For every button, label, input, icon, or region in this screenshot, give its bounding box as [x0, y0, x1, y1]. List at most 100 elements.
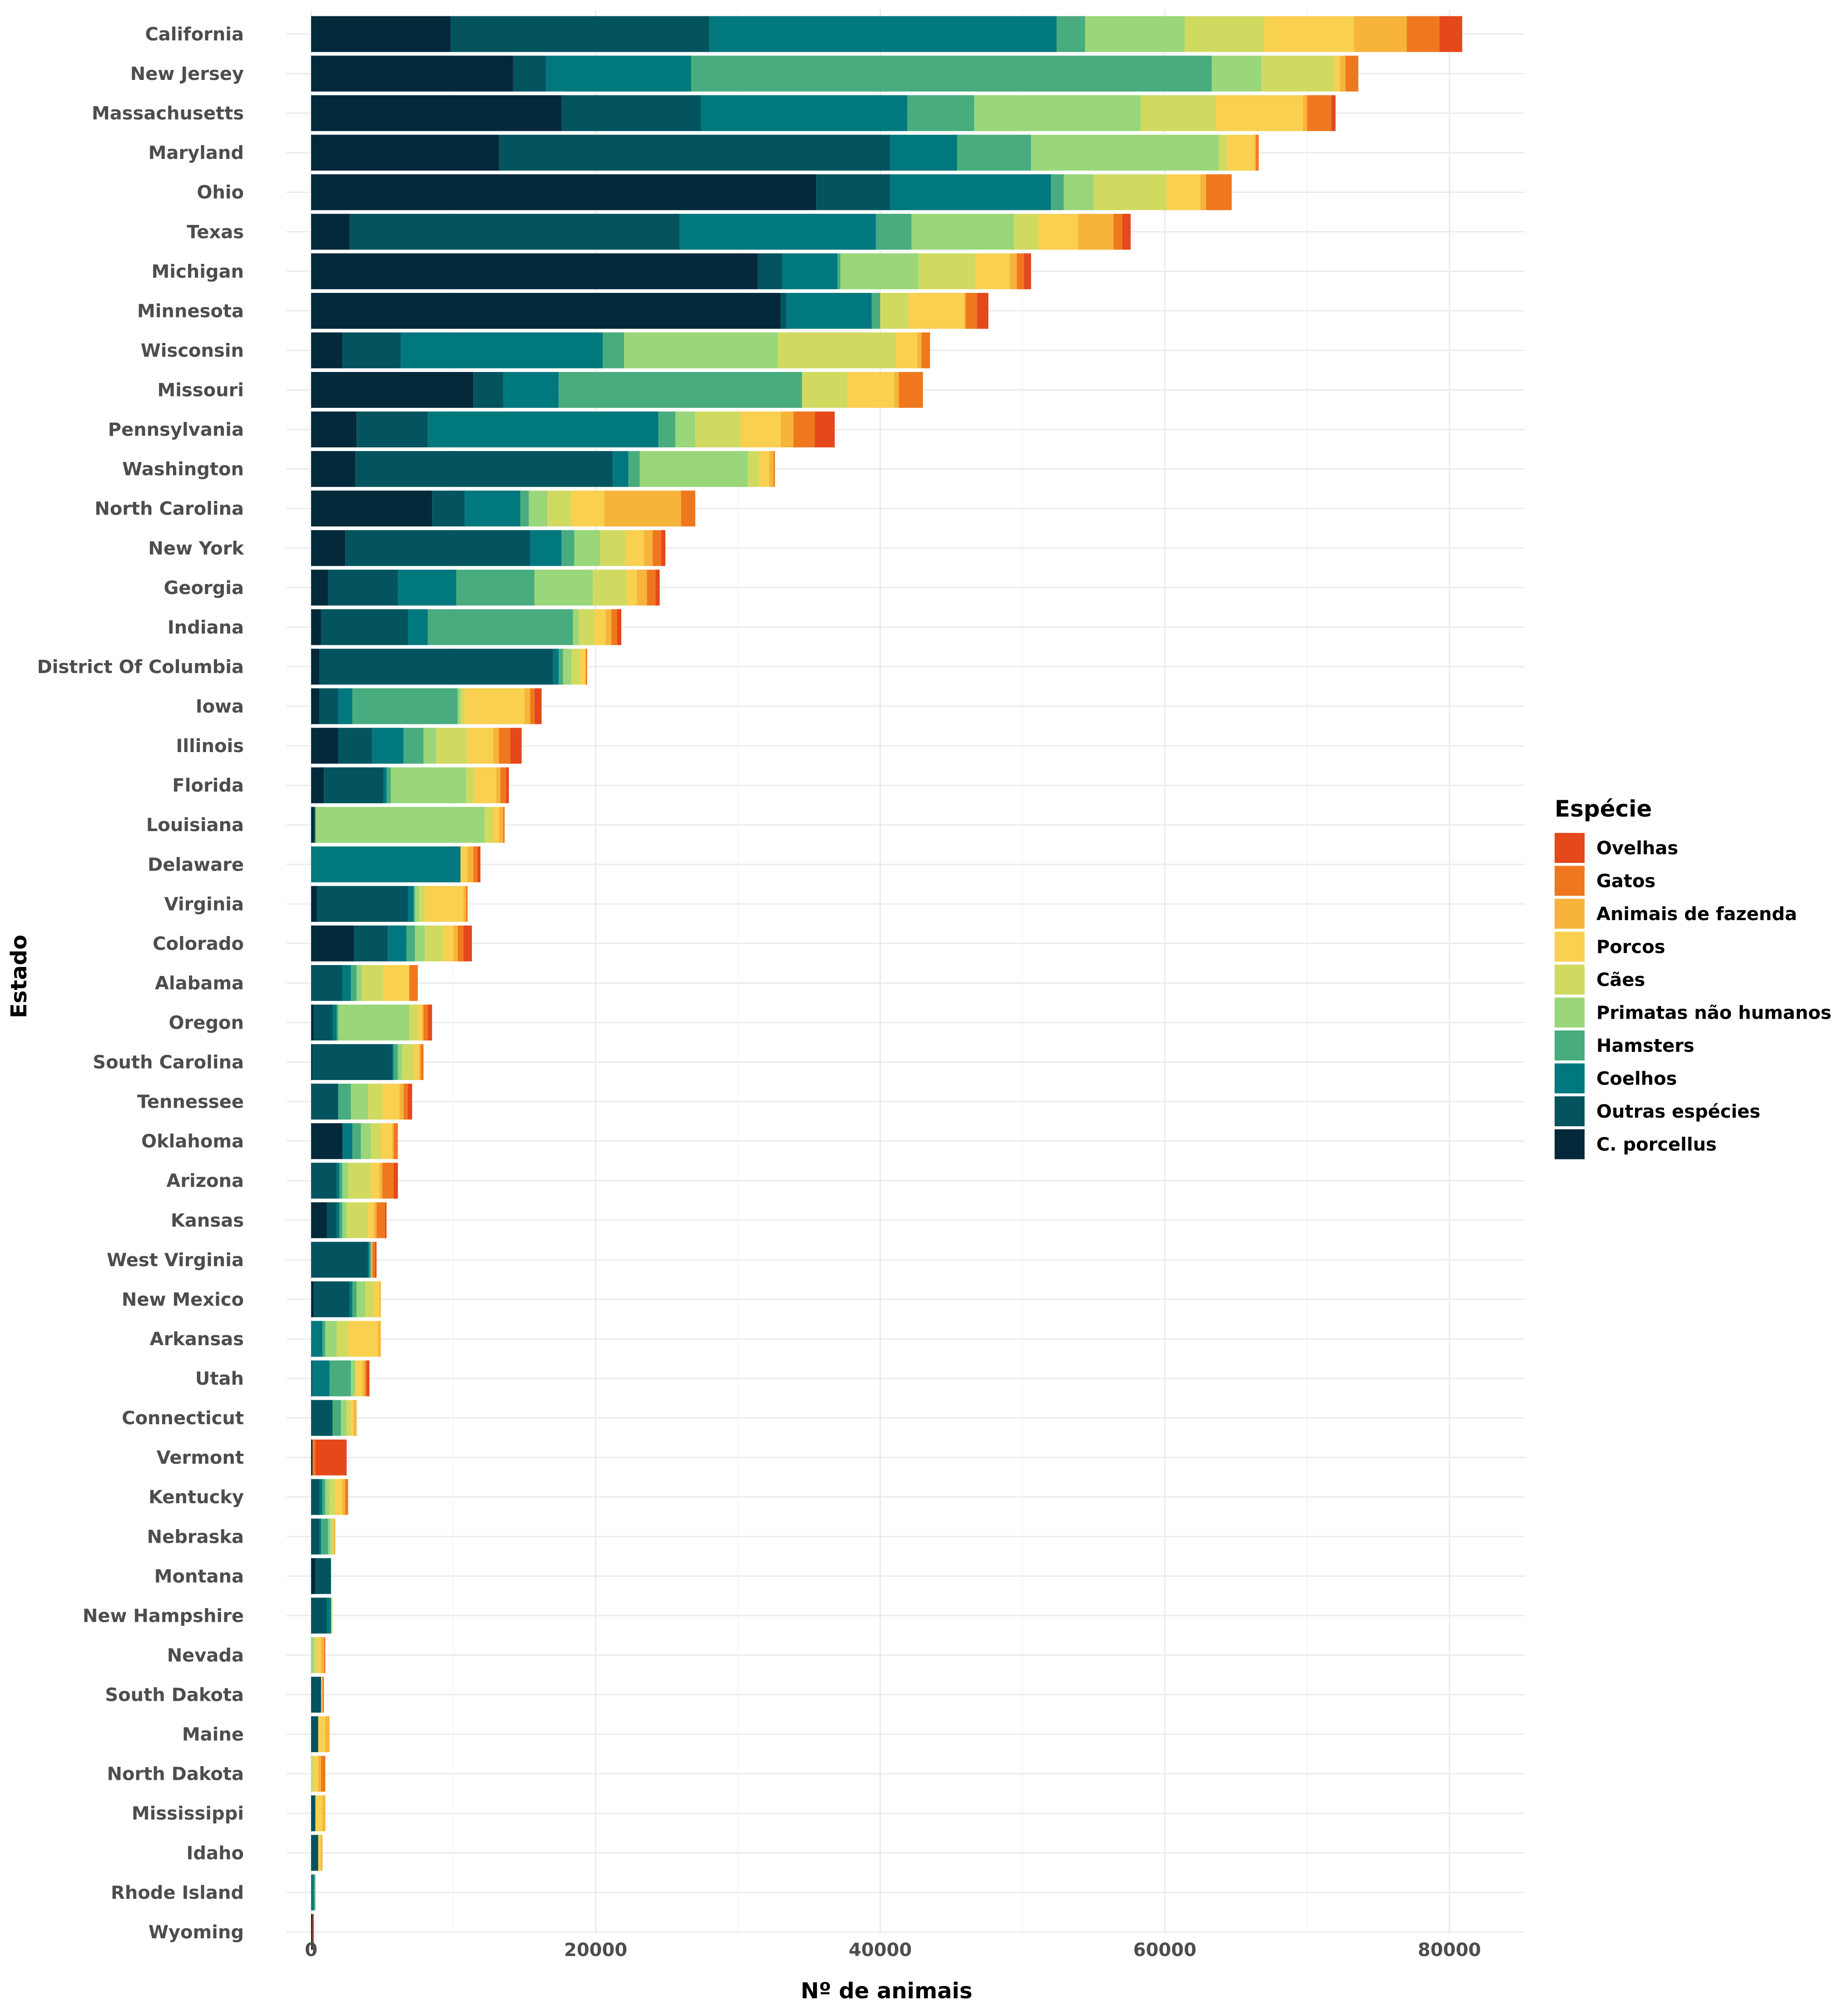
- bar-segment: North Dakota — Animais de fazenda: 200: [318, 1756, 321, 1792]
- bar-segment: California — Gatos: 2300: [1407, 16, 1440, 52]
- bar-segment: Texas — Gatos: 600: [1113, 213, 1122, 250]
- bar-segment: California — Animais de fazenda: 3700: [1354, 16, 1407, 52]
- bar-segment: Alabama — Porcos: 1800: [383, 965, 410, 1001]
- bar-segment: Montana — C. porcellus: 300: [311, 1558, 316, 1594]
- bar-segment: Nebraska — Hamsters: 500: [321, 1518, 328, 1555]
- state-label: California: [145, 24, 244, 45]
- bar-segment: Delaware — Coelhos: 10500: [311, 846, 461, 882]
- bar-segment: Connecticut — Outras espécies: 1500: [311, 1400, 332, 1436]
- bar-segment: Illinois — C. porcellus: 1900: [311, 728, 338, 764]
- bar-segment: Ohio — Coelhos: 11300: [890, 174, 1051, 210]
- bar-segment: Washington — Outras espécies: 18100: [355, 451, 613, 487]
- bar-segment: Michigan — Coelhos: 3900: [782, 253, 838, 289]
- bar-segment: Virginia — Animais de fazenda: 200: [463, 886, 466, 922]
- bar-segment: California — C. porcellus: 9800: [311, 16, 451, 52]
- bar-segment: Nebraska — Animais de fazenda: 100: [334, 1518, 336, 1555]
- bar-segment: Arkansas — Hamsters: 200: [322, 1321, 326, 1357]
- bar-segment: Ohio — Gatos: 1800: [1206, 174, 1232, 210]
- bar-segment: Missouri — Hamsters: 17100: [559, 372, 802, 408]
- bar-segment: Michigan — Porcos: 2400: [976, 253, 1010, 289]
- bar-segment: North Carolina — Porcos: 2300: [571, 490, 604, 527]
- bar-segment: Oregon — Coelhos: 300: [332, 1005, 337, 1040]
- bar-segment: West Virginia — Animais de fazenda: 100: [371, 1242, 372, 1278]
- state-label: Alabama: [155, 973, 244, 994]
- bar-segment: Virginia — C. porcellus: 400: [311, 886, 317, 922]
- bar-segment: Virginia — Porcos: 2700: [425, 886, 464, 922]
- x-tick-label: 0: [305, 1940, 317, 1961]
- bar-segment: Illinois — Outras espécies: 2400: [338, 728, 372, 764]
- bar-segment: Michigan — Ovelhas: 500: [1024, 253, 1031, 289]
- bar-segment: New Mexico — Hamsters: 300: [352, 1281, 357, 1318]
- bar-segment: Utah — Outras espécies: 100: [311, 1360, 313, 1397]
- bar-segment: Maryland — C. porcellus: 13200: [311, 134, 499, 171]
- y-axis-tick-labels: California New Jersey Massachusetts Marylan…: [37, 24, 245, 1943]
- bar-segment: Oregon — Porcos: 300: [417, 1005, 422, 1040]
- minor-gridlines: [453, 10, 1308, 1934]
- bar-segment: Arizona — Hamsters: 200: [339, 1163, 342, 1199]
- bar-segment: Vermont — Ovelhas: 2200: [315, 1439, 347, 1476]
- bar-segment: South Carolina — C. porcellus: 100: [311, 1044, 313, 1080]
- bar-segment: South Dakota — Outras espécies: 700: [311, 1677, 321, 1713]
- bar-segment: Florida — Hamsters: 300: [386, 767, 391, 803]
- bar-segment: New Mexico — C. porcellus: 200: [311, 1281, 314, 1318]
- legend-swatch: [1555, 899, 1585, 929]
- bar-segment: Wisconsin — Gatos: 600: [922, 332, 930, 368]
- bar-segment: Kentucky — Hamsters: 200: [322, 1479, 326, 1515]
- bar-segment: Maryland — Gatos: 200: [1256, 134, 1259, 171]
- bar-segment: New Mexico — Outras espécies: 2500: [314, 1281, 350, 1318]
- bar-segment: Tennessee — Animais de fazenda: 300: [399, 1084, 404, 1120]
- bar-segment: Tennessee — Cães: 1000: [368, 1084, 382, 1120]
- bar-segment: Virginia — Primatas não humanos: 300: [415, 886, 420, 922]
- bar-segment: Oregon — Outras espécies: 1300: [314, 1005, 332, 1040]
- bar-segment: New York — C. porcellus: 2400: [311, 530, 346, 566]
- state-label: Washington: [122, 459, 244, 480]
- bar-segment: Virginia — Outras espécies: 6400: [317, 886, 408, 922]
- bar-segment: Colorado — Hamsters: 600: [406, 925, 415, 961]
- state-label: Idaho: [187, 1843, 244, 1864]
- bar-segment: Kentucky — Outras espécies: 600: [311, 1479, 320, 1515]
- bar-segment: Michigan — Outras espécies: 1700: [758, 253, 782, 289]
- bar-segment: Iowa — Hamsters: 7400: [352, 688, 458, 724]
- state-label: Michigan: [151, 261, 244, 282]
- bar-segment: Oklahoma — Animais de fazenda: 100: [392, 1123, 394, 1159]
- bar-segment: Washington — Porcos: 700: [759, 451, 769, 487]
- bar-segment: District Of Columbia — Gatos: 100: [585, 649, 587, 685]
- bar-segment: New York — Coelhos: 2200: [530, 530, 562, 566]
- bar-segment: Alabama — Hamsters: 400: [351, 965, 357, 1001]
- bar-segment: New Mexico — Primatas não humanos: 600: [357, 1281, 366, 1318]
- bar-segment: Colorado — Porcos: 700: [443, 925, 454, 961]
- bar-segment: Utah — Porcos: 500: [355, 1360, 362, 1397]
- bar-segment: Colorado — Ovelhas: 600: [463, 925, 472, 961]
- bar-segment: Kentucky — Primatas não humanos: 300: [325, 1479, 330, 1515]
- bar-segment: Nebraska — Coelhos: 100: [319, 1518, 321, 1555]
- state-label: Maine: [182, 1724, 244, 1745]
- bar-segment: Arkansas — Cães: 800: [337, 1321, 348, 1357]
- state-label: Maryland: [149, 143, 244, 163]
- bar-segment: Washington — Animais de fazenda: 300: [769, 451, 774, 487]
- bar-segment: Kansas — Animais de fazenda: 200: [373, 1202, 377, 1238]
- bars: California — C. porcellus: 9800 Californi…: [311, 16, 1462, 1950]
- bar-segment: Michigan — Gatos: 500: [1016, 253, 1024, 289]
- bar-segment: Mississippi — Outras espécies: 300: [311, 1795, 316, 1832]
- bar-segment: California — Hamsters: 2000: [1056, 16, 1085, 52]
- bar-segment: Arizona — Animais de fazenda: 200: [379, 1163, 382, 1199]
- bar-segment: Maryland — Cães: 600: [1219, 134, 1228, 171]
- state-label: Oklahoma: [141, 1131, 244, 1152]
- y-axis-title: Estado: [6, 935, 32, 1018]
- bar-segment: Wisconsin — Outras espécies: 4100: [342, 332, 401, 368]
- bar-segment: Delaware — Animais de fazenda: 400: [467, 846, 474, 882]
- state-label: Arkansas: [150, 1329, 244, 1350]
- bar-segment: Nevada — Animais de fazenda: 200: [321, 1637, 324, 1673]
- bar-segment: New Jersey — C. porcellus: 14200: [311, 55, 513, 92]
- bar-segment: North Dakota — Gatos: 300: [321, 1756, 326, 1792]
- state-label: Louisiana: [146, 815, 244, 836]
- bar-segment: Connecticut — Primatas não humanos: 400: [341, 1400, 347, 1436]
- bar-segment: Pennsylvania — Outras espécies: 5000: [357, 411, 428, 448]
- bar-segment: Tennessee — Ovelhas: 300: [408, 1084, 412, 1120]
- bar-segment: Georgia — C. porcellus: 1200: [311, 570, 328, 606]
- bar-segment: South Carolina — Cães: 800: [402, 1044, 414, 1080]
- bar-segment: Louisiana — Porcos: 400: [493, 807, 499, 843]
- bar-segment: New Jersey — Outras espécies: 2300: [513, 55, 546, 92]
- bar-segment: South Carolina — Porcos: 400: [413, 1044, 420, 1080]
